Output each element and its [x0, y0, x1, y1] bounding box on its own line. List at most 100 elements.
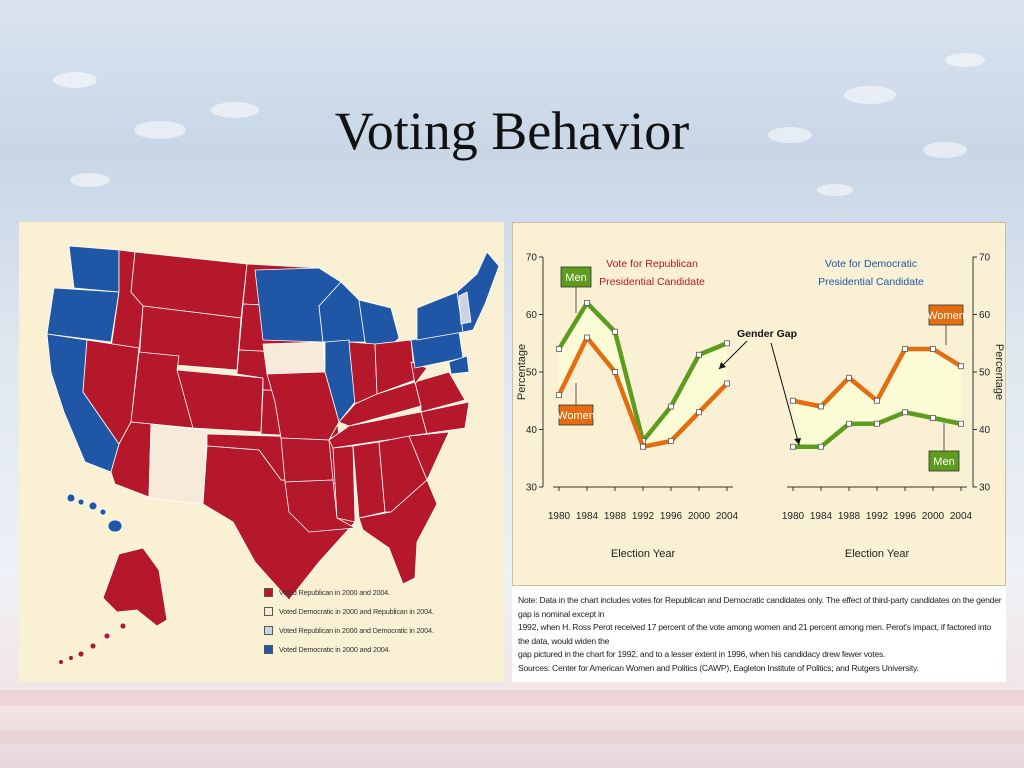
state-florida: [358, 479, 438, 585]
y-tick-label: 40: [979, 425, 991, 436]
arrowhead-icon: [794, 438, 801, 445]
x-tick-label: 1992: [866, 511, 889, 522]
y-tick-label: 40: [526, 425, 538, 436]
state-south-carolina: [408, 431, 450, 481]
chart-note: Note: Data in the chart includes votes f…: [518, 594, 1004, 676]
data-point: [930, 346, 936, 352]
legend-swatch: [264, 588, 273, 597]
chart-title-line: Vote for Democratic: [825, 258, 917, 270]
y-tick-label: 70: [979, 253, 991, 264]
data-point: [640, 443, 646, 450]
x-tick-label: 1992: [632, 511, 655, 522]
x-tick-label: 1988: [604, 511, 627, 522]
series-tag-label: Men: [933, 456, 954, 468]
y-tick-label: 70: [526, 253, 538, 264]
legend-label: Voted Republican in 2000 and Democratic …: [279, 626, 434, 635]
y-tick-label: 30: [979, 483, 991, 494]
x-tick-label: 1984: [576, 511, 599, 522]
state-new-york: [416, 291, 464, 341]
gender-gap-arrow: [770, 342, 800, 446]
data-point: [612, 328, 618, 335]
data-point: [818, 443, 824, 450]
data-point: [612, 369, 618, 375]
data-point: [818, 403, 824, 410]
chart-title-line: Vote for Republican: [606, 258, 698, 270]
y-tick-label: 60: [979, 310, 991, 321]
x-tick-label: 1980: [548, 511, 571, 522]
data-point: [668, 438, 674, 444]
data-point: [874, 420, 880, 427]
state-illinois: [324, 339, 356, 423]
x-tick-label: 1984: [810, 511, 833, 522]
gender-gap-arrow: [718, 340, 748, 370]
legend-item: Voted Republican in 2000 and Democratic …: [264, 621, 434, 640]
y-axis-label: Percentage: [516, 344, 528, 400]
x-tick-label: 2004: [950, 511, 973, 522]
data-point: [958, 363, 964, 370]
state-virginia: [414, 371, 466, 413]
state-new-hampshire: [458, 291, 472, 325]
election-map-panel: Voted Republican in 2000 and 2004. Voted…: [19, 222, 504, 682]
state-maryland-delaware: [448, 355, 470, 375]
chart-title-line: Presidential Candidate: [818, 276, 924, 288]
state-louisiana: [284, 479, 356, 533]
data-point: [846, 420, 852, 427]
data-point: [724, 340, 730, 347]
series-tag-label: Men: [565, 272, 586, 284]
data-point: [556, 392, 562, 398]
x-tick-label: 2000: [922, 511, 945, 522]
legend-label: Voted Democratic in 2000 and 2004.: [279, 645, 391, 654]
legend-item: Voted Republican in 2000 and 2004.: [264, 583, 434, 602]
note-line: Note: Data in the chart includes votes f…: [518, 595, 1002, 619]
legend-label: Voted Republican in 2000 and 2004.: [279, 588, 390, 597]
data-point: [846, 374, 852, 381]
y-tick-label: 50: [526, 368, 538, 379]
data-point: [790, 443, 796, 450]
legend-swatch: [264, 626, 273, 635]
chart-note-panel: Note: Data in the chart includes votes f…: [512, 586, 1006, 682]
data-point: [790, 397, 796, 404]
data-point: [696, 351, 702, 358]
note-line: gap pictured in the chart for 1992, and …: [518, 649, 886, 660]
us-election-map: [46, 245, 500, 665]
alaska-islands: [58, 622, 127, 665]
data-point: [668, 403, 674, 410]
slide-title: Voting Behavior: [334, 101, 690, 161]
sources-line: Sources: Center for American Women and P…: [518, 662, 919, 673]
legend-swatch: [264, 607, 273, 616]
data-point: [724, 380, 730, 387]
state-alaska: [102, 547, 168, 627]
x-tick-label: 1980: [782, 511, 805, 522]
legend-label: Voted Democratic in 2000 and Republican …: [279, 607, 434, 616]
gender-gap-area: [793, 349, 961, 447]
x-axis-label: Election Year: [611, 548, 676, 560]
series-tag-label: Women: [557, 410, 595, 422]
legend-item: Voted Democratic in 2000 and 2004.: [264, 640, 434, 659]
state-oregon: [46, 287, 120, 343]
state-north-carolina: [408, 401, 470, 437]
state-new-mexico: [148, 423, 208, 505]
gender-gap-chart-panel: 30 40 50 60 70 1980 1984 1988 1992 1996 2000 2004 El…: [512, 222, 1006, 586]
data-point: [584, 334, 590, 341]
x-tick-label: 1988: [838, 511, 861, 522]
gender-gap-chart: 30 40 50 60 70 1980 1984 1988 1992 1996 2000 2004 El…: [516, 253, 1005, 561]
data-point: [930, 415, 936, 421]
gender-gap-area: [559, 303, 727, 447]
state-iowa: [262, 341, 326, 375]
data-point: [874, 397, 880, 404]
y-axis-label: Percentage: [993, 344, 1005, 400]
x-tick-label: 1996: [894, 511, 917, 522]
x-tick-label: 2004: [716, 511, 739, 522]
data-point: [958, 420, 964, 427]
note-line: 1992, when H. Ross Perot received 17 per…: [518, 622, 991, 646]
y-tick-label: 30: [526, 483, 538, 494]
y-tick-label: 50: [979, 368, 991, 379]
data-point: [584, 300, 590, 306]
data-point: [696, 409, 702, 416]
state-washington: [68, 245, 120, 293]
map-legend: Voted Republican in 2000 and 2004. Voted…: [264, 583, 434, 659]
x-tick-label: 1996: [660, 511, 683, 522]
state-hawaii: [66, 493, 123, 533]
gender-gap-label: Gender Gap: [737, 328, 797, 340]
data-point: [556, 346, 562, 352]
